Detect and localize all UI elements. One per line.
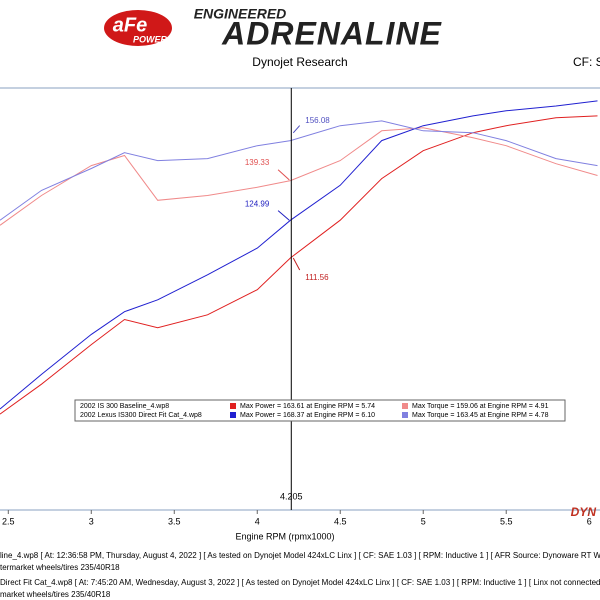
- legend-box: [74, 399, 566, 422]
- legend-run: 2002 IS 300 Baseline_4.wp8: [80, 403, 169, 410]
- x-tick-label: 5: [421, 516, 426, 526]
- x-tick-label: 3: [89, 516, 94, 526]
- series-line: [0, 127, 598, 226]
- x-tick-label: 2.5: [2, 516, 15, 526]
- x-tick-label: 3.5: [168, 516, 181, 526]
- series-line: [0, 120, 598, 221]
- x-tick-label: 5.5: [500, 516, 513, 526]
- x-tick-label: 6: [587, 516, 592, 526]
- annotation-leader: [292, 257, 301, 271]
- brand: ADRENALINE: [221, 15, 442, 51]
- logo-badge: [104, 10, 172, 46]
- annotation: 156.08: [305, 116, 330, 125]
- legend-swatch: [230, 403, 236, 409]
- cursor-label: 4.205: [280, 491, 303, 501]
- tagline: ENGINEERED: [194, 6, 287, 22]
- cf-label: CF: S: [573, 55, 600, 69]
- annotation-leader: [277, 210, 290, 221]
- annotation: 139.33: [245, 158, 270, 167]
- annotation-leader: [292, 125, 301, 134]
- x-tick-label: 4.5: [334, 516, 347, 526]
- series-line: [0, 115, 598, 415]
- legend-label: Max Torque = 163.45 at Engine RPM = 4.78: [412, 412, 549, 419]
- plot-area: [0, 87, 600, 511]
- annotation: 111.56: [305, 273, 329, 282]
- logo: aFe POWER: [104, 10, 172, 46]
- legend: 2002 IS 300 Baseline_4.wp8 Max Power = 16…: [74, 399, 566, 422]
- watermark: DYN: [571, 505, 597, 519]
- series-line: [0, 100, 598, 410]
- footer-line: market wheels/tires 235/40R18: [0, 590, 111, 599]
- x-axis-label: Engine RPM (rpmx1000): [235, 531, 334, 541]
- legend-label: Max Power = 168.37 at Engine RPM = 6.10: [240, 412, 375, 419]
- annotation-leader: [277, 169, 290, 181]
- chart-title: Dynojet Research: [252, 55, 347, 69]
- legend-label: Max Torque = 159.06 at Engine RPM = 4.91: [412, 403, 549, 410]
- legend-swatch: [402, 403, 408, 409]
- annotation: 124.99: [245, 199, 270, 208]
- legend-label: Max Power = 163.61 at Engine RPM = 5.74: [240, 403, 375, 410]
- x-tick-label: 4: [255, 516, 260, 526]
- footer-line: line_4.wp8 [ At: 12:36:58 PM, Thursday, …: [0, 551, 600, 560]
- legend-run: 2002 Lexus IS300 Direct Fit Cat_4.wp8: [80, 412, 202, 419]
- legend-swatch: [230, 412, 236, 418]
- footer-line: termarket wheels/tires 235/40R18: [0, 563, 120, 572]
- footer-line: Direct Fit Cat_4.wp8 [ At: 7:45:20 AM, W…: [0, 578, 600, 587]
- legend-swatch: [402, 412, 408, 418]
- logo-text: aFe: [113, 14, 147, 36]
- logo-sub: POWER: [133, 34, 168, 44]
